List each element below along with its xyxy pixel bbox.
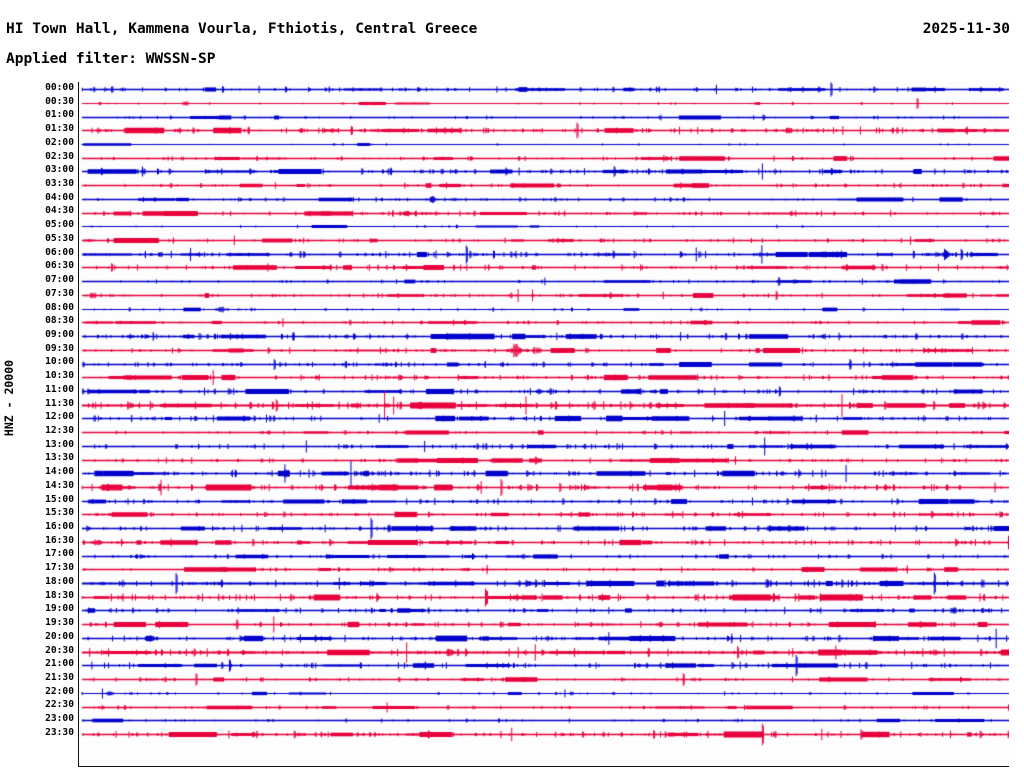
time-label: 05:00 <box>45 219 74 231</box>
time-label: 18:30 <box>45 589 74 601</box>
time-label: 17:00 <box>45 548 74 560</box>
time-label: 11:00 <box>45 383 74 395</box>
time-label: 21:00 <box>45 658 74 670</box>
time-label: 18:00 <box>45 575 74 587</box>
time-label: 15:30 <box>45 507 74 519</box>
time-label: 12:00 <box>45 411 74 423</box>
time-label: 05:30 <box>45 232 74 244</box>
record-date: 2025-11-30 <box>922 21 1010 37</box>
time-label: 00:00 <box>45 82 74 93</box>
time-label: 20:00 <box>45 630 74 642</box>
time-label: 00:30 <box>45 95 74 107</box>
time-label: 01:30 <box>45 123 74 135</box>
time-label: 22:00 <box>45 685 74 697</box>
time-label: 21:30 <box>45 671 74 683</box>
seismic-trace-canvas <box>79 82 1009 766</box>
time-label: 17:30 <box>45 562 74 574</box>
time-label: 11:30 <box>45 397 74 409</box>
time-label: 08:30 <box>45 315 74 327</box>
time-label: 07:30 <box>45 287 74 299</box>
time-label: 08:00 <box>45 301 74 313</box>
time-label: 02:30 <box>45 150 74 162</box>
time-label: 06:30 <box>45 260 74 272</box>
time-label: 04:30 <box>45 205 74 217</box>
time-label: 03:30 <box>45 178 74 190</box>
time-label: 13:30 <box>45 452 74 464</box>
time-label: 09:00 <box>45 328 74 340</box>
time-label: 14:00 <box>45 466 74 478</box>
time-label: 19:30 <box>45 617 74 629</box>
time-label: 09:30 <box>45 342 74 354</box>
time-label: 16:00 <box>45 521 74 533</box>
time-label: 12:30 <box>45 425 74 436</box>
time-label: 02:00 <box>45 136 74 148</box>
time-label: 10:00 <box>45 356 74 368</box>
time-label: 01:00 <box>45 109 74 121</box>
page-title: HI Town Hall, Kammena Vourla, Fthiotis, … <box>6 21 478 37</box>
time-label: 16:30 <box>45 534 74 546</box>
time-label: 03:00 <box>45 164 74 176</box>
time-label: 10:30 <box>45 370 74 382</box>
time-label: 13:00 <box>45 438 74 450</box>
helicorder-plot-area <box>78 82 1009 767</box>
time-label: 15:00 <box>45 493 74 505</box>
time-label: 19:00 <box>45 603 74 615</box>
time-label: 04:00 <box>45 191 74 203</box>
time-label: 23:00 <box>45 713 74 725</box>
time-axis-labels: 00:00 00:30 01:00 01:30 02:00 02:30 03:00 03:30… <box>0 82 74 766</box>
applied-filter-label: Applied filter: WWSSN-SP <box>6 51 216 67</box>
time-label: 07:00 <box>45 274 74 286</box>
time-label: 23:30 <box>45 726 74 738</box>
time-label: 20:30 <box>45 644 74 656</box>
time-label: 06:00 <box>45 246 74 258</box>
time-label: 14:30 <box>45 479 74 491</box>
time-label: 22:30 <box>45 699 74 711</box>
